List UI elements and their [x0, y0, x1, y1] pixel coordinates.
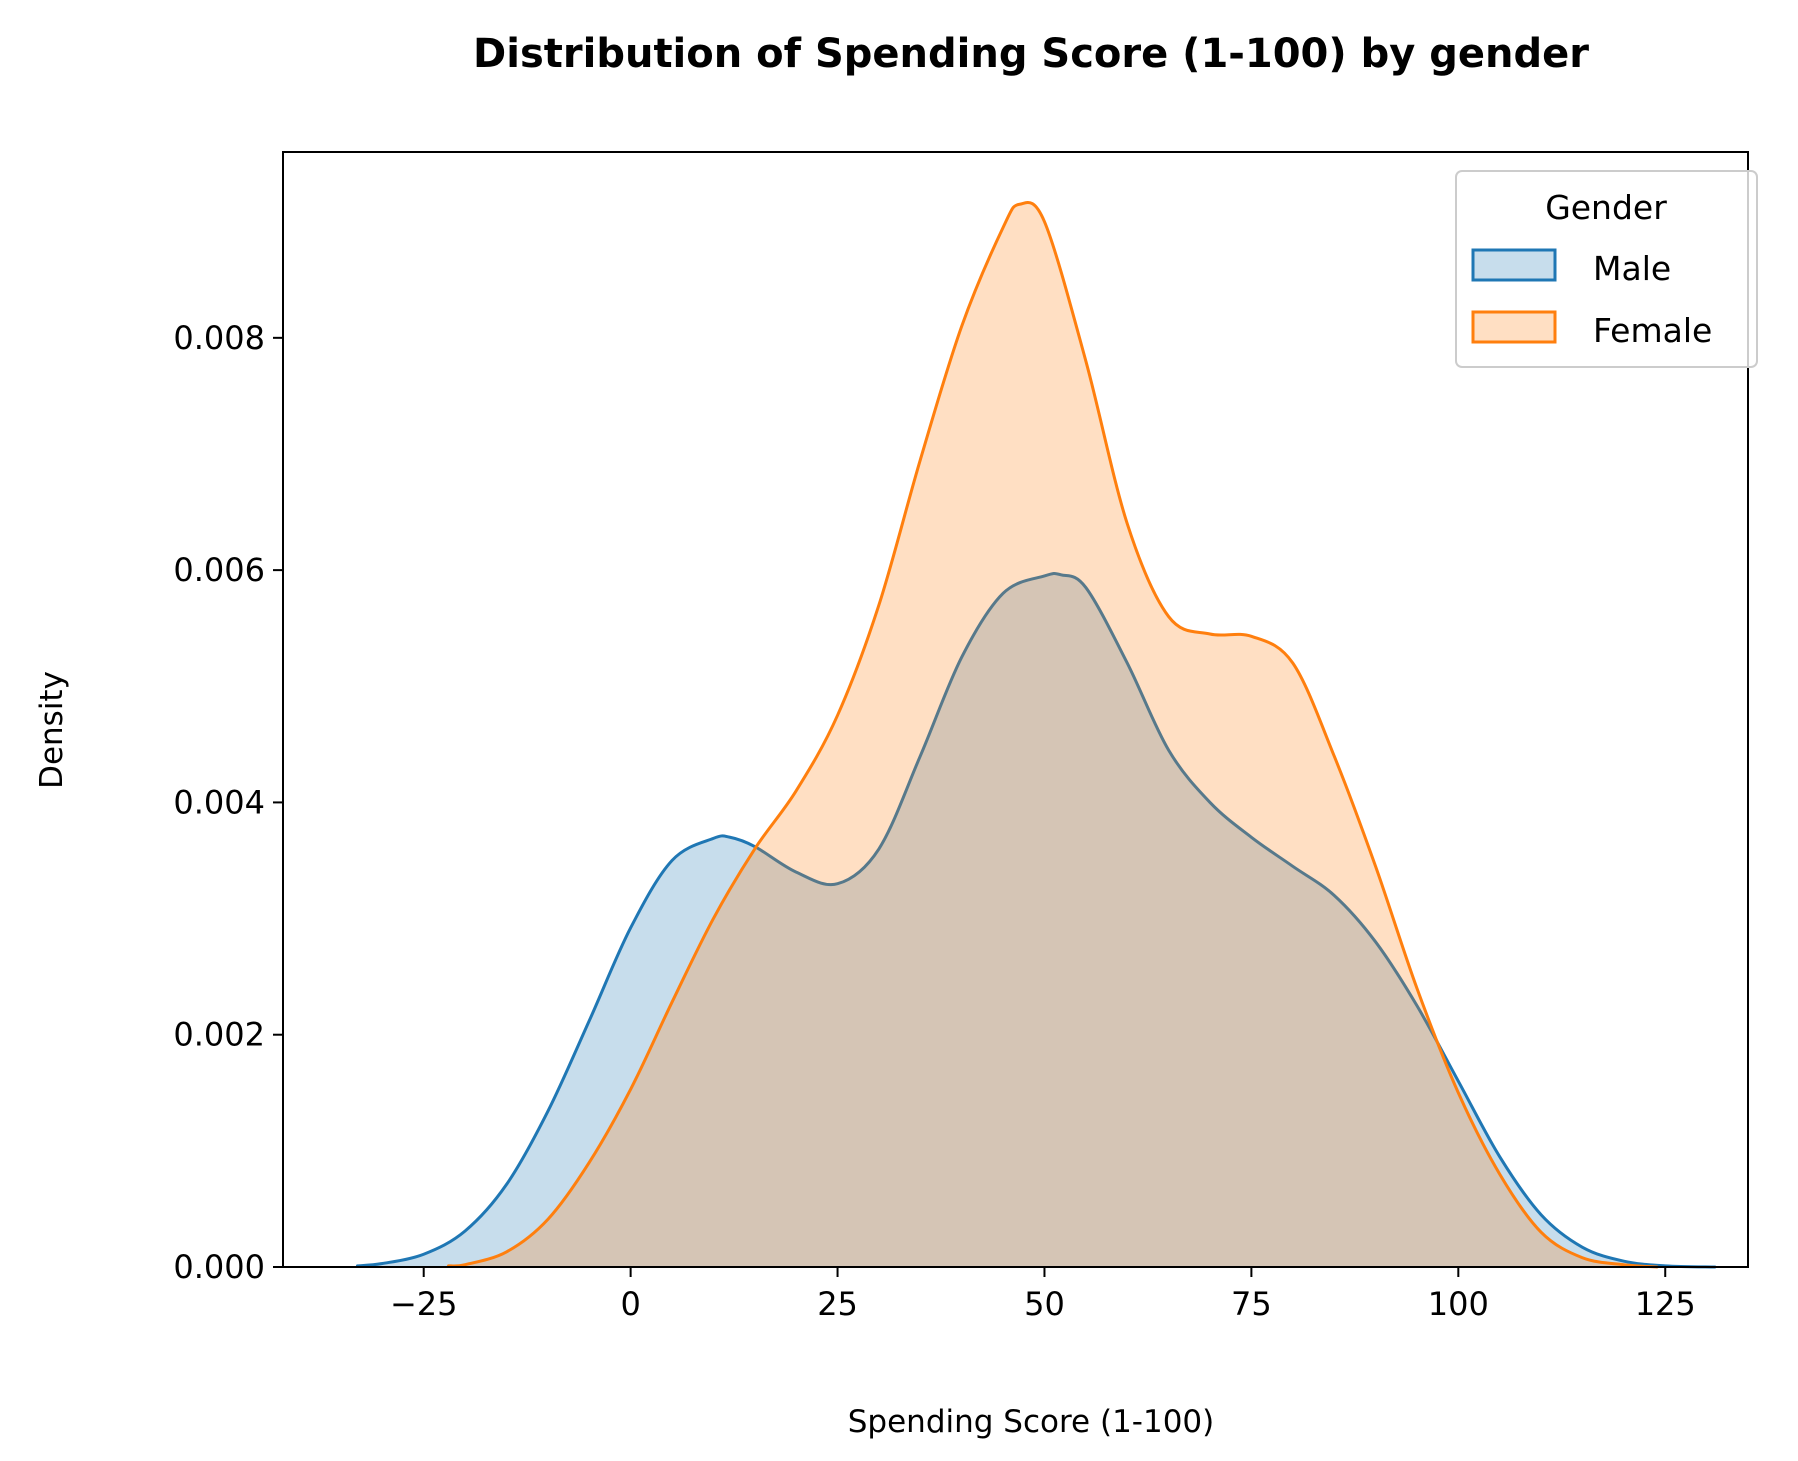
y-tick-label: 0.006: [173, 551, 265, 589]
y-tick-label: 0.002: [173, 1016, 265, 1054]
axes: −25 0 25 50 75 100 125 0.000 0.002 0.004 0.006 0.00…: [173, 151, 1749, 1323]
x-axis-label: Spending Score (1-100): [848, 1404, 1215, 1440]
density-area-male: [357, 573, 1715, 1267]
legend-label-male: Male: [1593, 249, 1671, 288]
legend-frame: [1455, 170, 1758, 368]
x-tick-label: 125: [1635, 1285, 1696, 1323]
legend: Gender Male Female: [1455, 170, 1758, 368]
x-tick-label: 100: [1428, 1285, 1489, 1323]
x-tick-label: 50: [1024, 1285, 1065, 1323]
density-line-male: [355, 571, 1717, 1269]
legend-swatch-female: [1471, 310, 1557, 344]
chart-title: Distribution of Spending Score (1-100) b…: [473, 31, 1589, 77]
y-axis-label: Density: [34, 671, 70, 789]
y-tick-label: 0.000: [173, 1248, 265, 1286]
legend-title: Gender: [1545, 188, 1667, 227]
legend-swatch-male: [1471, 248, 1557, 282]
plot-frame: [282, 151, 1749, 1268]
x-tick-label: −25: [390, 1285, 458, 1323]
density-area-female: [448, 202, 1657, 1267]
legend-label-female: Female: [1593, 311, 1712, 350]
plot-area: [355, 200, 1717, 1269]
x-tick-label: 25: [817, 1285, 858, 1323]
x-tick-label: 75: [1231, 1285, 1272, 1323]
density-line-female: [447, 200, 1659, 1269]
x-tick-label: 0: [620, 1285, 640, 1323]
y-tick-label: 0.008: [173, 319, 265, 357]
y-tick-label: 0.004: [173, 783, 265, 821]
